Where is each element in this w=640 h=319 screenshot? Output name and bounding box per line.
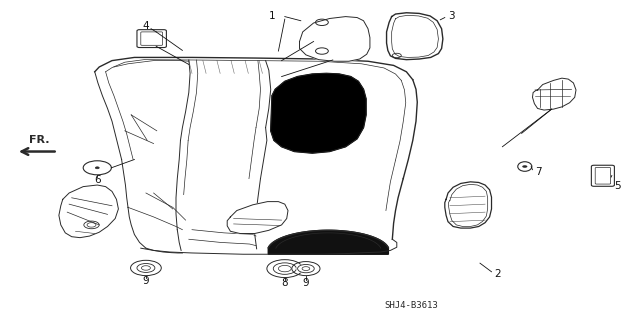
Text: 8: 8 (282, 278, 288, 288)
FancyBboxPatch shape (137, 30, 166, 48)
Text: 2: 2 (495, 269, 501, 279)
Polygon shape (300, 17, 370, 61)
Text: 3: 3 (448, 11, 454, 21)
Polygon shape (271, 73, 366, 153)
FancyBboxPatch shape (141, 32, 163, 45)
Circle shape (95, 167, 99, 169)
Text: 9: 9 (143, 276, 149, 286)
Text: 9: 9 (303, 278, 309, 288)
Polygon shape (227, 202, 288, 234)
Polygon shape (532, 78, 576, 110)
Text: 1: 1 (269, 11, 275, 21)
Polygon shape (268, 230, 388, 254)
Polygon shape (387, 13, 443, 60)
Text: 4: 4 (143, 20, 149, 31)
Polygon shape (445, 182, 492, 228)
Text: 5: 5 (614, 181, 621, 191)
Circle shape (136, 263, 156, 273)
Polygon shape (59, 185, 118, 238)
FancyBboxPatch shape (595, 167, 611, 184)
Text: FR.: FR. (29, 135, 49, 145)
Circle shape (272, 262, 298, 275)
Circle shape (296, 264, 316, 273)
Text: SHJ4-B3613: SHJ4-B3613 (384, 301, 438, 310)
Text: 7: 7 (536, 167, 542, 177)
Circle shape (522, 165, 527, 168)
Text: 6: 6 (94, 175, 100, 185)
FancyBboxPatch shape (591, 165, 614, 186)
